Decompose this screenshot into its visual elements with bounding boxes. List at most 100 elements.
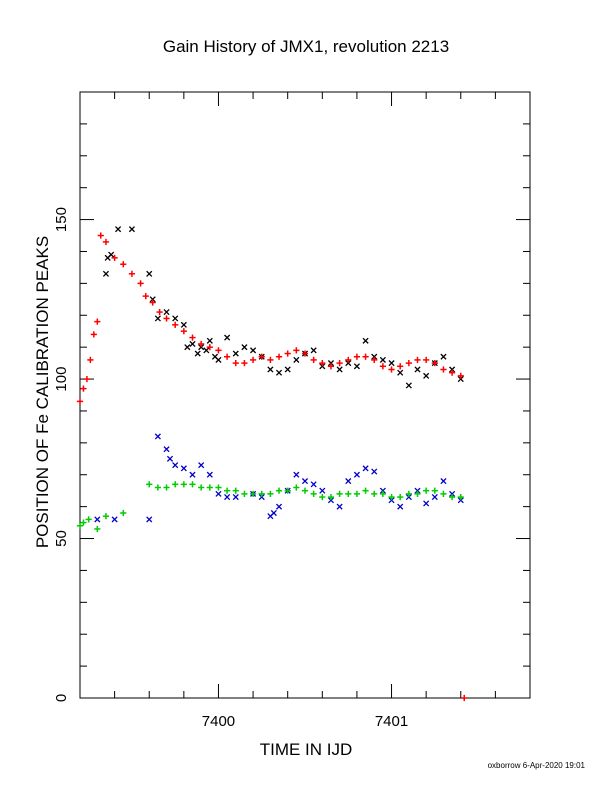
marker-stroke: [379, 356, 386, 363]
data-point: [206, 344, 213, 351]
chart-title: Gain History of JMX1, revolution 2213: [163, 37, 449, 56]
marker-stroke: [397, 369, 404, 376]
y-tick-label: 0: [53, 694, 70, 702]
marker-stroke: [198, 462, 205, 469]
marker-stroke: [388, 360, 395, 367]
data-point: [189, 481, 196, 488]
marker-stroke: [345, 360, 352, 367]
data-point: [102, 513, 110, 520]
data-point: [371, 356, 378, 364]
data-point: [275, 369, 283, 376]
data-point: [379, 363, 386, 370]
marker-stroke: [180, 465, 187, 472]
data-point: [142, 293, 149, 300]
marker-stroke: [284, 366, 291, 373]
x-tick-label: 7400: [202, 713, 235, 730]
data-point: [440, 478, 447, 485]
data-point: [198, 484, 205, 491]
marker-stroke: [388, 497, 395, 504]
data-point: [115, 226, 122, 233]
data-point: [180, 465, 187, 472]
marker-stroke: [154, 315, 161, 322]
data-point: [120, 509, 127, 517]
data-point: [215, 484, 222, 491]
data-point: [224, 487, 231, 494]
x-tick-label: 7401: [375, 713, 408, 730]
data-point: [232, 350, 239, 357]
marker-stroke: [293, 471, 300, 478]
data-point: [249, 356, 257, 364]
data-point: [336, 366, 343, 373]
credit-text: oxborrow 6-Apr-2020 19:01: [488, 761, 586, 770]
data-point: [431, 487, 438, 494]
marker-stroke: [172, 462, 179, 469]
data-point: [215, 490, 222, 497]
data-point: [258, 494, 265, 501]
marker-stroke: [189, 471, 196, 478]
data-point: [457, 493, 464, 501]
marker-stroke: [94, 516, 101, 523]
data-point: [267, 490, 274, 497]
marker-stroke: [336, 503, 343, 510]
data-marks: [76, 226, 468, 702]
marker-stroke: [146, 270, 153, 277]
marker-stroke: [293, 356, 300, 363]
marker-stroke: [215, 490, 222, 497]
data-point: [172, 315, 179, 322]
data-point: [149, 296, 156, 303]
marker-stroke: [154, 433, 161, 440]
data-point: [267, 356, 274, 364]
marker-stroke: [232, 494, 239, 501]
marker-stroke: [108, 251, 115, 258]
data-point: [397, 493, 404, 501]
data-point: [172, 462, 179, 469]
data-point: [327, 360, 335, 367]
data-point: [388, 360, 395, 367]
marker-stroke: [319, 363, 326, 370]
data-point: [293, 356, 300, 363]
data-point: [440, 490, 447, 497]
data-point: [449, 490, 456, 497]
data-point: [301, 350, 309, 357]
data-point: [83, 375, 91, 383]
data-point: [166, 455, 174, 462]
data-point: [457, 375, 464, 383]
marker-stroke: [431, 494, 438, 501]
marker-stroke: [327, 360, 335, 367]
marker-stroke: [414, 487, 421, 494]
data-point: [345, 360, 352, 367]
data-point: [97, 232, 104, 239]
data-point: [180, 321, 187, 328]
data-point: [224, 353, 231, 360]
data-point: [379, 487, 386, 494]
data-point: [206, 484, 213, 491]
data-point: [76, 522, 84, 529]
data-point: [189, 471, 196, 478]
data-point: [80, 519, 87, 526]
marker-stroke: [301, 478, 309, 485]
data-point: [258, 490, 265, 497]
data-point: [94, 516, 101, 523]
data-point: [180, 481, 187, 488]
y-tick-label: 100: [53, 367, 70, 392]
data-point: [461, 694, 468, 702]
data-point: [232, 360, 239, 367]
marker-stroke: [206, 337, 213, 344]
y-axis-label: POSITION OF Fe CALIBRATION PEAKS: [33, 236, 52, 548]
data-point: [423, 500, 430, 507]
marker-stroke: [250, 347, 257, 354]
marker-stroke: [180, 321, 187, 328]
data-point: [249, 490, 257, 497]
data-point: [423, 487, 430, 494]
data-point: [194, 350, 201, 357]
marker-stroke: [172, 315, 179, 322]
data-point: [146, 481, 153, 488]
data-point: [189, 340, 196, 348]
data-point: [327, 497, 335, 504]
data-point: [241, 360, 248, 367]
data-point: [137, 280, 144, 287]
data-point: [154, 433, 161, 440]
data-point: [154, 315, 161, 322]
data-point: [284, 487, 291, 494]
data-point: [345, 478, 352, 485]
